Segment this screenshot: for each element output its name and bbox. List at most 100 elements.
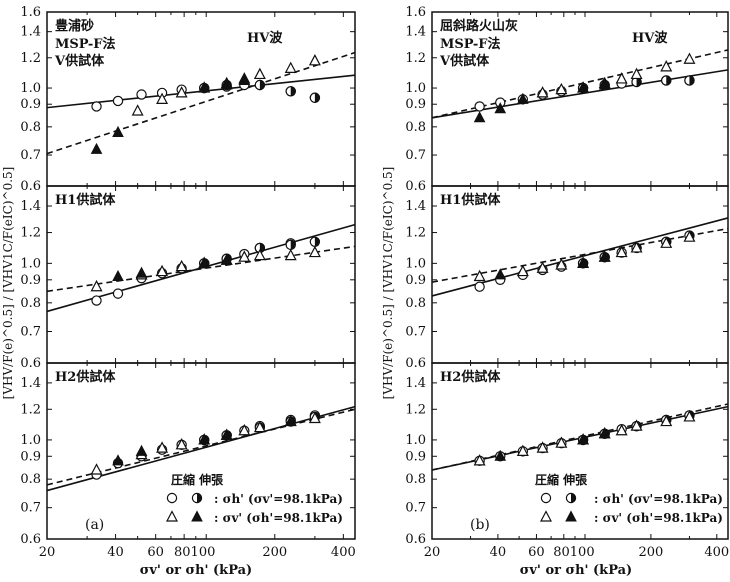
y-tick-label: 1.4 <box>20 376 41 391</box>
plot-frame <box>431 362 729 540</box>
subplot-note: MSP-F法 <box>55 36 115 52</box>
y-tick-label: 0.8 <box>20 296 41 311</box>
y-tick-label: 0.9 <box>20 449 41 464</box>
marker-triangle-open <box>630 67 643 80</box>
marker-circle-half-fill <box>259 80 265 90</box>
fit-line-dashed <box>46 51 356 155</box>
marker-triangle-open <box>683 410 696 422</box>
subplot-note: V供試体 <box>54 53 105 69</box>
legend-marker-triangle-open <box>166 510 178 522</box>
x-axis-label-b: σv' or σh' (kPa) <box>520 563 632 577</box>
marker-circle-half-fill <box>636 77 642 87</box>
legend-row-v-b: : σv' (σh'=98.1kPa) <box>594 511 723 525</box>
marker-triangle-filled <box>577 81 589 93</box>
y-tick-label: 0.8 <box>405 120 426 135</box>
subplot-0-2: 0.6 0.7 0.8 0.91.0 1.2 1.4 H2供試体 <box>20 362 356 547</box>
marker-triangle-open <box>683 52 696 64</box>
marker-triangle-filled <box>577 256 589 268</box>
subplot-title: H1供試体 <box>440 192 501 208</box>
marker-triangle-open <box>660 236 673 248</box>
marker-triangle-open <box>90 279 103 292</box>
marker-triangle-filled <box>220 78 233 90</box>
y-tick-label: 0.7 <box>405 148 426 163</box>
y-tick-label: 1.4 <box>20 25 41 40</box>
marker-circle-half-fill <box>290 86 296 96</box>
y-tick-label: 0.6 <box>20 532 41 547</box>
subplot-note: V供試体 <box>439 53 490 69</box>
marker-triangle-open <box>175 259 188 272</box>
marker-triangle-filled <box>220 253 233 265</box>
marker-triangle-filled <box>90 142 103 154</box>
marker-circle-half-fill <box>314 237 320 247</box>
y-tick-label: 0.6 <box>20 356 41 371</box>
marker-circle-half-fill <box>314 93 320 103</box>
y-tick-label: 0.6 <box>20 179 41 194</box>
marker-triangle-open <box>630 419 643 431</box>
marker-triangle-filled <box>112 125 124 137</box>
marker-circle-half-fill <box>689 75 695 86</box>
marker-circle-half-fill <box>666 75 671 86</box>
marker-triangle-open <box>156 441 169 453</box>
legend-row-h-b: : σh' (σv'=98.1kPa) <box>594 492 723 506</box>
y-tick-label: 0.8 <box>405 296 426 311</box>
chart-1: 0.60.70.80.91.01.21.41.6屈斜路火山灰MSP-F法V供試体… <box>405 5 729 560</box>
subplot-right-title: HV波 <box>632 30 668 46</box>
marker-triangle-open <box>555 258 568 270</box>
marker-triangle-filled <box>198 256 211 268</box>
y-tick-label: 1.2 <box>405 402 426 417</box>
y-tick-label: 1.0 <box>20 256 41 271</box>
y-tick-label: 1.4 <box>405 376 426 391</box>
y-tick-label: 0.7 <box>405 324 426 339</box>
marker-triangle-open <box>536 441 549 453</box>
marker-triangle-open <box>536 86 549 98</box>
y-tick-label: 1.0 <box>20 81 41 96</box>
marker-circle-open <box>91 101 102 112</box>
y-tick-label: 0.7 <box>20 148 41 163</box>
marker-triangle-open <box>308 54 321 66</box>
marker-triangle-open <box>516 264 529 277</box>
y-axis-label-b: [VHV/F(e)^0.5] / [VHV1C/F(eIC)^0.5] <box>381 167 395 400</box>
marker-circle-open <box>112 95 124 107</box>
marker-triangle-open <box>683 230 696 242</box>
legend-header-b: 圧縮 伸張 <box>535 472 588 487</box>
x-tick-label: 200 <box>638 545 663 560</box>
marker-triangle-open <box>555 82 568 95</box>
marker-triangle-filled <box>135 266 148 278</box>
fit-line-dashed <box>46 245 356 293</box>
y-tick-label: 1.2 <box>20 51 41 66</box>
y-tick-label: 0.6 <box>405 532 426 547</box>
y-tick-label: 0.7 <box>405 501 426 516</box>
marker-triangle-open <box>284 248 297 261</box>
marker-triangle-open <box>238 423 251 436</box>
y-tick-label: 1.0 <box>405 433 426 448</box>
subplot-1-2: 0.6 0.7 0.8 0.91.0 1.2 1.4 H2供試体 <box>405 362 729 547</box>
y-tick-label: 1.0 <box>405 81 426 96</box>
legend-marker-triangle-filled <box>565 510 577 522</box>
subplot-note: MSP-F法 <box>440 36 500 52</box>
marker-triangle-open <box>175 86 188 98</box>
x-tick-label: 40 <box>107 545 124 560</box>
marker-triangle-filled <box>517 92 529 104</box>
chart-0: 0.60.70.80.91.01.21.41.6豊浦砂MSP-F法V供試体HV波… <box>20 5 355 560</box>
marker-triangle-open <box>238 250 251 262</box>
marker-triangle-open <box>630 241 643 253</box>
plot-layer: 0.60.70.80.91.01.21.41.6豊浦砂MSP-F法V供試体HV波… <box>20 5 729 560</box>
subplot-title: 豊浦砂 <box>55 18 94 34</box>
marker-triangle-open <box>253 248 266 261</box>
marker-triangle-open <box>555 436 568 448</box>
marker-triangle-filled <box>598 427 611 439</box>
marker-triangle-open <box>615 423 628 436</box>
marker-triangle-open <box>615 72 628 84</box>
fit-line-dashed <box>431 227 729 283</box>
marker-triangle-filled <box>198 433 211 445</box>
x-tick-label: 20 <box>39 545 56 560</box>
x-tick-label: 20 <box>424 545 441 560</box>
x-tick-label: 80100 <box>553 545 594 560</box>
x-tick-label: 400 <box>704 545 729 560</box>
marker-triangle-open <box>516 444 529 456</box>
marker-triangle-open <box>308 411 321 424</box>
legend-marker-triangle-filled <box>191 510 203 522</box>
marker-triangle-filled <box>284 414 297 427</box>
y-tick-label: 0.9 <box>405 449 426 464</box>
